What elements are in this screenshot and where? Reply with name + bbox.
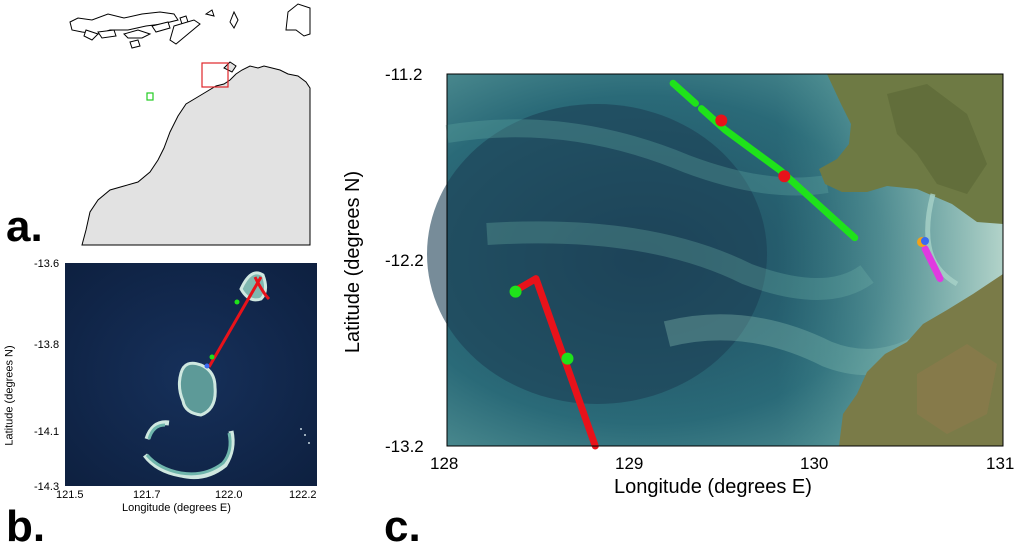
panel-b-ytick-2: -13.8 xyxy=(34,339,60,351)
panel-a-map-svg xyxy=(69,3,311,246)
marker-blue xyxy=(204,363,210,369)
speck xyxy=(304,434,306,436)
panel-b-xtick-1: 121.5 xyxy=(56,489,84,501)
river-channel xyxy=(925,193,959,287)
panel-a-locator-map xyxy=(58,0,318,246)
speck xyxy=(308,442,310,444)
study-area-b-box xyxy=(146,92,154,101)
island-shape xyxy=(229,10,239,29)
panel-b-ytick-1: -13.6 xyxy=(34,258,60,270)
panel-b-ytick-4: -14.3 xyxy=(34,481,60,493)
track-marker-1-1 xyxy=(778,170,791,183)
reef-shape xyxy=(143,420,235,480)
island-shape xyxy=(97,29,117,39)
panel-c-ylabel: Latitude (degrees N) xyxy=(342,170,365,354)
reef-shape xyxy=(145,423,232,476)
island-shape xyxy=(123,29,152,39)
track-red-reef-line xyxy=(253,276,271,301)
speck xyxy=(300,428,302,430)
panel-b-ylabel: Latitude (degrees N) xyxy=(3,345,16,446)
island-shape xyxy=(169,19,201,45)
island-shape xyxy=(129,39,141,49)
marker-green xyxy=(234,299,240,305)
panel-c-ytick-1: -11.2 xyxy=(385,65,423,84)
panel-b-xtick-3: 122.0 xyxy=(215,489,243,501)
study-area-c-box xyxy=(201,62,229,88)
track-red-line xyxy=(207,276,263,368)
island-shape xyxy=(151,21,171,33)
deep-water-area xyxy=(427,104,767,404)
track-line-2 xyxy=(510,275,599,450)
marker-green xyxy=(209,354,215,360)
panel-c-tracks xyxy=(509,79,944,450)
marker-blue xyxy=(921,237,929,245)
panel-c-ytick-3: -13.2 xyxy=(385,437,424,456)
panel-b-xlabel: Longitude (degrees E) xyxy=(122,502,231,514)
panel-b-image xyxy=(65,263,317,486)
track-line-0 xyxy=(669,79,859,242)
island-shape xyxy=(83,29,99,41)
track-marker-3-1 xyxy=(561,352,574,365)
track-marker-3-0 xyxy=(509,285,522,298)
panel-b-xtick-2: 121.7 xyxy=(133,489,161,501)
panel-a-label: a. xyxy=(6,202,43,251)
panel-c-xtick-1: 128 xyxy=(430,454,459,473)
panel-c-ytick-2: -12.2 xyxy=(385,251,424,270)
panel-c-xtick-2: 129 xyxy=(615,454,644,473)
australia-landmass xyxy=(81,65,311,246)
panel-b-ytick-3: -14.1 xyxy=(34,426,60,438)
land-upper-right-detail xyxy=(887,84,987,194)
panel-c-plot xyxy=(427,73,1004,450)
track-marker-1-0 xyxy=(715,114,728,127)
panel-c-label: c. xyxy=(384,502,421,551)
reef-shape xyxy=(177,361,217,417)
panel-c-xlabel: Longitude (degrees E) xyxy=(614,476,812,498)
panel-b-label: b. xyxy=(6,502,46,551)
island-shape xyxy=(285,3,311,37)
panel-c-frame xyxy=(446,73,1004,447)
panel-b-xtick-4: 122.2 xyxy=(289,489,317,501)
land-lower-right-detail xyxy=(917,344,997,434)
panel-c-xtick-3: 130 xyxy=(800,454,829,473)
island-shape xyxy=(204,9,215,17)
track-line-4 xyxy=(921,245,944,283)
panel-c-xtick-4: 131 xyxy=(986,454,1015,473)
